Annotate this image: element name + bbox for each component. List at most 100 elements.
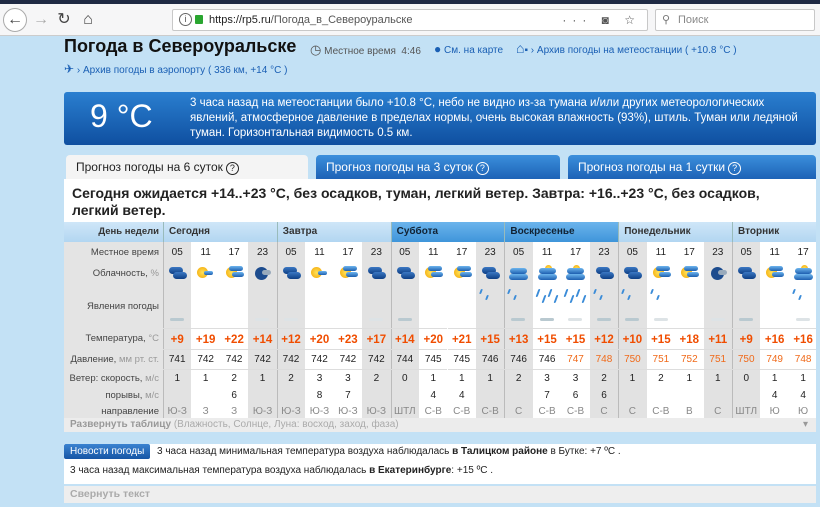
- gust-cell: 6: [601, 390, 607, 401]
- sun-icon: [339, 267, 351, 278]
- direction-cell: ШТЛ: [735, 406, 758, 417]
- cloud-cell: [362, 263, 390, 285]
- time-cell: 11: [314, 247, 325, 258]
- pressure-cell: 745: [419, 350, 448, 370]
- light-fog-icon: [710, 318, 725, 321]
- airport-archive-link[interactable]: ✈ › Архив погоды в аэропорту ( 336 км, +…: [64, 62, 288, 76]
- help-icon[interactable]: ?: [728, 162, 742, 175]
- cloud-icon: [231, 272, 244, 277]
- gust-cell: [732, 387, 760, 404]
- info-icon[interactable]: i: [179, 13, 192, 26]
- rain-drop-icon: [575, 289, 581, 297]
- current-temperature: 9 °C: [90, 98, 153, 134]
- wind-speed-cell: 0: [743, 373, 749, 384]
- direction-cell: С-В: [453, 406, 471, 417]
- night-cloud-icon: [252, 265, 272, 281]
- help-icon[interactable]: ?: [475, 162, 489, 175]
- gust-cell: [618, 387, 646, 404]
- temperature-cell: +16: [788, 328, 816, 350]
- fog-icon: [170, 318, 184, 321]
- sun-icon: [453, 267, 465, 278]
- direction-cell: Ю-З: [309, 406, 330, 417]
- cloud-icon: [481, 267, 496, 274]
- tab-6-days[interactable]: Прогноз погоды на 6 суток?: [66, 155, 308, 179]
- station-archive-label[interactable]: Архив погоды на метеостанции ( +10.8 °C …: [536, 45, 737, 56]
- pressure-cell: 742: [333, 350, 363, 370]
- expand-table-link[interactable]: Развернуть таблицу (Влажность, Солнце, Л…: [64, 418, 816, 432]
- local-time-value: 4:46: [401, 46, 421, 57]
- cloud-icon: [599, 272, 614, 279]
- news-item-2: 3 часа назад максимальная температура во…: [70, 465, 493, 476]
- rain-drop-icon: [513, 295, 518, 300]
- label-gust-unit: м/с: [145, 390, 159, 401]
- station-icon: ⌂: [516, 40, 525, 56]
- cloud-cell: [334, 263, 362, 285]
- pressure-cell: 742: [305, 350, 334, 370]
- temperature-cell: +15: [646, 328, 676, 350]
- wind-speed-cell: 2: [288, 373, 294, 384]
- tab-3-days[interactable]: Прогноз погоды на 3 суток?: [316, 155, 560, 179]
- local-time-label: Местное время: [324, 46, 396, 57]
- day-header: Воскресенье: [504, 222, 619, 242]
- label-phenomena: Явления погоды: [64, 285, 163, 328]
- overcast-sun-icon: [793, 265, 813, 281]
- gust-cell: [704, 387, 732, 404]
- direction-cell: С-В: [481, 406, 499, 417]
- cloud-cell: [533, 263, 561, 285]
- cloud-icon: [687, 272, 700, 277]
- sun-icon: [766, 267, 778, 278]
- gust-cell: 4: [771, 390, 778, 401]
- wind-speed-cell: 1: [430, 373, 437, 384]
- cloudy-icon: [622, 265, 643, 281]
- map-link-label[interactable]: См. на карте: [444, 45, 504, 56]
- tab-1-day[interactable]: Прогноз погоды на 1 сутки?: [568, 155, 816, 179]
- phenomena-cell: [220, 285, 248, 328]
- news-text: в Бутке: +7 ºC .: [547, 446, 621, 457]
- label-temp-unit: °C: [148, 333, 159, 344]
- reload-icon[interactable]: ↻: [57, 11, 71, 28]
- temperature-cell: +20: [419, 328, 448, 350]
- pressure-cell: 747: [561, 350, 590, 370]
- page-actions-icons[interactable]: ··· ◙ ☆: [562, 13, 641, 27]
- rain-drop-icon: [649, 289, 654, 294]
- news-item-1: 3 часа назад минимальная температура воз…: [157, 446, 621, 457]
- collapse-text-link[interactable]: Свернуть текст: [64, 486, 816, 503]
- chevron-down-icon[interactable]: ▾: [802, 419, 808, 430]
- direction-cell: Ю: [798, 406, 809, 417]
- forward-icon[interactable]: →: [33, 11, 49, 28]
- fog-icon: [511, 318, 526, 321]
- expand-label[interactable]: Развернуть таблицу: [70, 419, 172, 430]
- home-icon[interactable]: ⌂: [83, 11, 93, 28]
- address-bar[interactable]: i https://rp5.ru/Погода_в_Североуральске…: [172, 9, 648, 31]
- station-archive-link[interactable]: ⌂▪ › Архив погоды на метеостанции ( +10.…: [516, 40, 737, 56]
- weather-news: Новости погоды 3 часа назад минимальная …: [64, 444, 816, 484]
- back-icon[interactable]: ←: [3, 8, 27, 32]
- label-wind-text: Ветер: скорость,: [69, 373, 143, 384]
- search-input[interactable]: ⚲ Поиск: [655, 9, 815, 31]
- cloud-icon: [655, 266, 670, 271]
- cloud-icon: [684, 266, 699, 271]
- forecast-summary: Сегодня ожидается +14..+23 °C, без осадк…: [64, 179, 816, 222]
- cloud-icon: [342, 266, 357, 271]
- sun-icon: [225, 267, 237, 278]
- cloud-icon: [794, 268, 812, 274]
- cloud-cell: [476, 263, 504, 285]
- news-location[interactable]: в Екатеринбурге: [369, 465, 452, 476]
- cloud-cell: [277, 263, 305, 285]
- gust-cell: 8: [316, 390, 323, 401]
- pressure-cell: 746: [504, 350, 533, 370]
- temperature-cell: +9: [732, 328, 761, 350]
- cloud-icon: [282, 267, 297, 274]
- airport-archive-label[interactable]: Архив погоды в аэропорту ( 336 км, +14 °…: [82, 65, 288, 76]
- sun-small-cloud-icon: [309, 265, 329, 281]
- temperature-cell: +23: [333, 328, 363, 350]
- pressure-cell: 752: [675, 350, 704, 370]
- news-button[interactable]: Новости погоды: [64, 444, 151, 459]
- overcast-icon: [508, 265, 529, 281]
- phenomena-cell: [305, 285, 333, 328]
- time-cell: 17: [683, 247, 695, 258]
- news-location[interactable]: в Талицком районе: [452, 446, 548, 457]
- map-link[interactable]: ● См. на карте: [434, 42, 503, 56]
- help-icon[interactable]: ?: [225, 162, 239, 175]
- cloud-icon: [400, 272, 415, 279]
